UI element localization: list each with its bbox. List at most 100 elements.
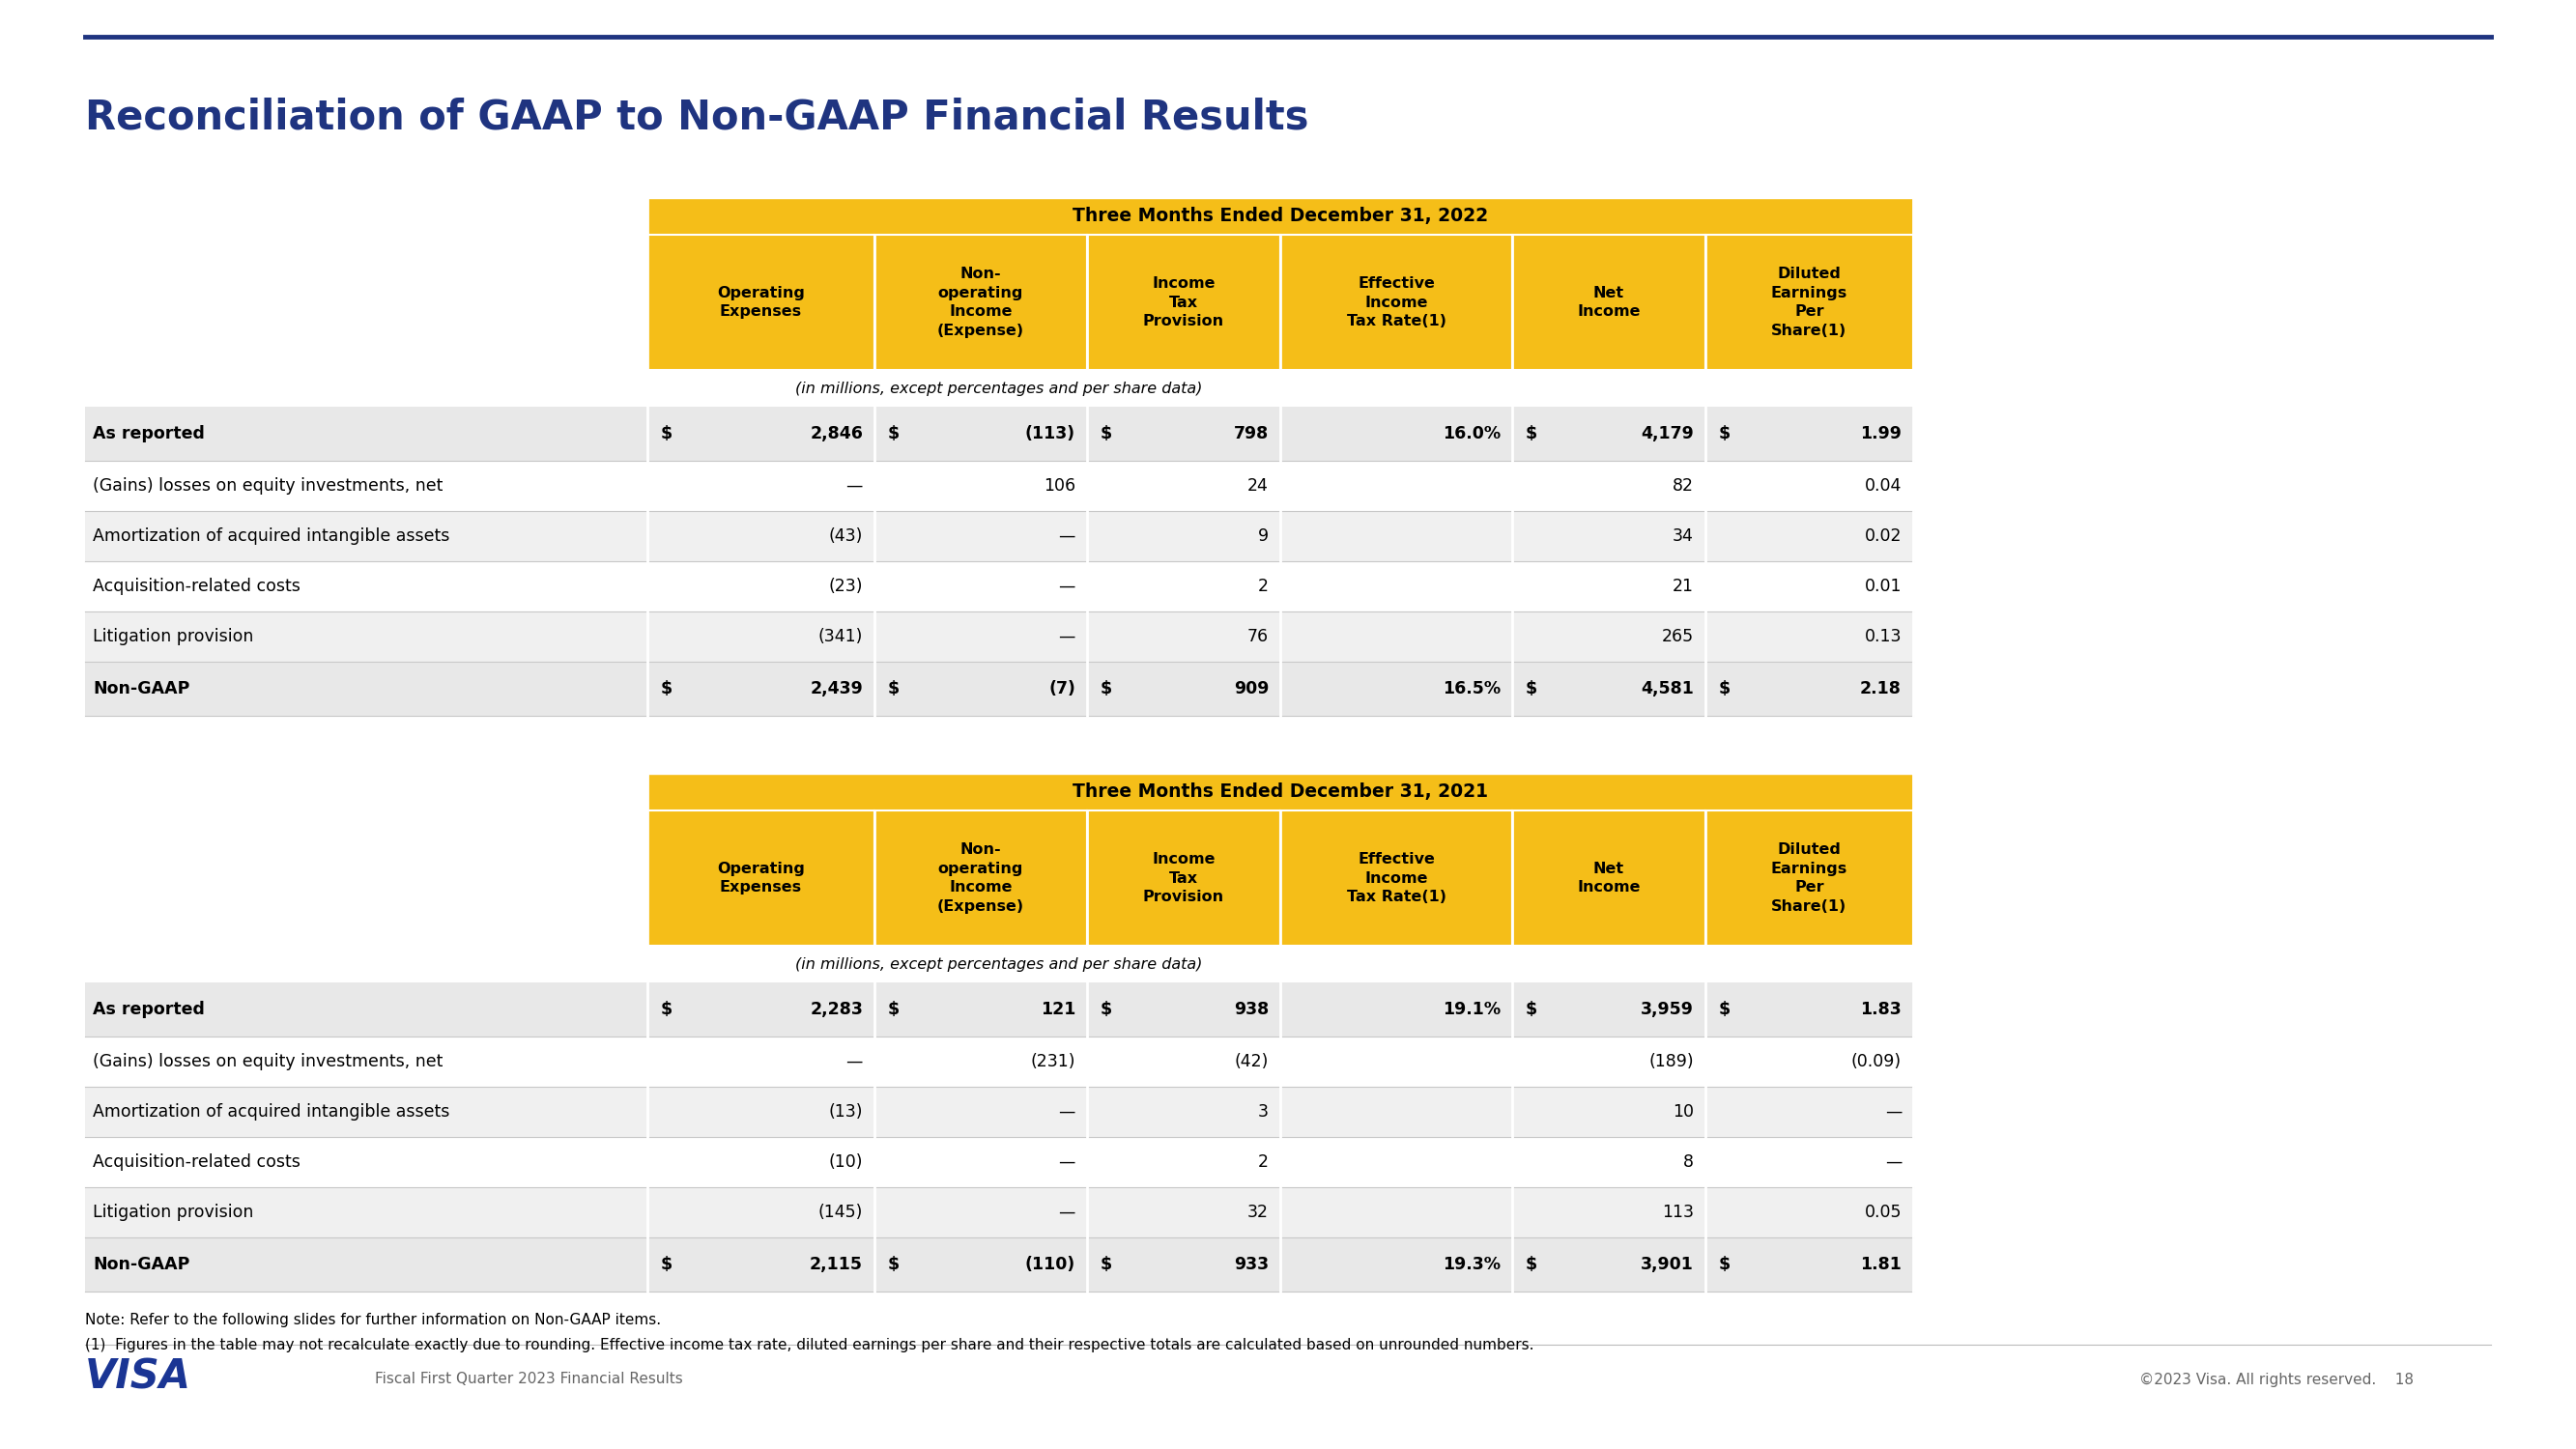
Text: Litigation provision: Litigation provision [93,1204,252,1222]
Text: (13): (13) [829,1103,863,1120]
Text: $: $ [1718,680,1731,697]
Text: 798: 798 [1234,425,1267,442]
Text: —: — [1059,1204,1074,1222]
Text: 10: 10 [1672,1103,1695,1120]
Text: Fiscal First Quarter 2023 Financial Results: Fiscal First Quarter 2023 Financial Resu… [376,1372,683,1387]
Text: 19.1%: 19.1% [1443,1001,1502,1019]
Text: $: $ [1100,425,1113,442]
Text: 106: 106 [1043,477,1074,494]
Text: ©2023 Visa. All rights reserved.    18: ©2023 Visa. All rights reserved. 18 [2138,1372,2414,1387]
Text: 32: 32 [1247,1204,1267,1222]
Text: Non-
operating
Income
(Expense): Non- operating Income (Expense) [938,842,1025,914]
Text: 9: 9 [1257,527,1267,545]
Text: Non-GAAP: Non-GAAP [93,1256,191,1274]
Text: $: $ [662,425,672,442]
Text: Operating
Expenses: Operating Expenses [716,861,804,895]
Text: 34: 34 [1672,527,1695,545]
Text: 2: 2 [1257,578,1267,596]
Text: $: $ [662,680,672,697]
Text: $: $ [662,1001,672,1019]
Text: 2,283: 2,283 [809,1001,863,1019]
Text: $: $ [1100,1256,1113,1274]
Text: 82: 82 [1672,477,1695,494]
Text: (341): (341) [819,627,863,645]
Text: 938: 938 [1234,1001,1267,1019]
Text: 4,179: 4,179 [1641,425,1695,442]
Text: 8: 8 [1682,1153,1695,1171]
Bar [85,611,1914,662]
Text: —: — [1059,1103,1074,1120]
Text: $: $ [889,1256,899,1274]
Text: 16.5%: 16.5% [1443,680,1502,697]
Text: 2,846: 2,846 [809,425,863,442]
Text: $: $ [1525,680,1538,697]
Text: (189): (189) [1649,1053,1695,1071]
Text: —: — [1886,1153,1901,1171]
Text: —: — [1059,578,1074,596]
Text: —: — [1886,1103,1901,1120]
Text: $: $ [889,680,899,697]
Text: (0.09): (0.09) [1852,1053,1901,1071]
Bar [85,662,1914,716]
Text: (10): (10) [829,1153,863,1171]
Text: As reported: As reported [93,425,204,442]
Text: Diluted
Earnings
Per
Share(1): Diluted Earnings Per Share(1) [1772,267,1847,338]
Text: 0.04: 0.04 [1865,477,1901,494]
Bar [647,810,873,946]
Text: 2,439: 2,439 [809,680,863,697]
Bar [85,1237,1914,1291]
Text: Net
Income: Net Income [1577,861,1641,895]
Bar [1280,810,1512,946]
Bar [873,235,1087,369]
Text: 0.13: 0.13 [1865,627,1901,645]
Text: —: — [1059,527,1074,545]
Text: Income
Tax
Provision: Income Tax Provision [1144,275,1224,329]
Text: Amortization of acquired intangible assets: Amortization of acquired intangible asse… [93,1103,451,1120]
Text: 2.18: 2.18 [1860,680,1901,697]
Text: Litigation provision: Litigation provision [93,627,252,645]
Bar [873,810,1087,946]
Text: Non-
operating
Income
(Expense): Non- operating Income (Expense) [938,267,1025,338]
Text: (23): (23) [829,578,863,596]
Text: 0.05: 0.05 [1865,1204,1901,1222]
Text: 3,901: 3,901 [1641,1256,1695,1274]
Text: Effective
Income
Tax Rate(1): Effective Income Tax Rate(1) [1347,275,1445,329]
Text: 1.81: 1.81 [1860,1256,1901,1274]
Bar [1512,810,1705,946]
Bar [1705,810,1914,946]
Text: (231): (231) [1030,1053,1074,1071]
Text: $: $ [662,1256,672,1274]
Text: (42): (42) [1234,1053,1267,1071]
Bar [85,561,1914,611]
Text: 113: 113 [1662,1204,1695,1222]
Text: 21: 21 [1672,578,1695,596]
Text: 3: 3 [1257,1103,1267,1120]
Text: (7): (7) [1048,680,1074,697]
Bar [85,1087,1914,1137]
Bar [85,946,1914,982]
Text: As reported: As reported [93,1001,204,1019]
Text: 0.01: 0.01 [1865,578,1901,596]
Bar [85,369,1914,407]
Text: $: $ [889,1001,899,1019]
Text: 265: 265 [1662,627,1695,645]
Text: Income
Tax
Provision: Income Tax Provision [1144,852,1224,904]
Text: —: — [845,1053,863,1071]
Text: $: $ [1525,1001,1538,1019]
Text: Operating
Expenses: Operating Expenses [716,285,804,319]
Text: $: $ [1100,680,1113,697]
Bar [85,1137,1914,1187]
Text: (110): (110) [1025,1256,1074,1274]
Text: Diluted
Earnings
Per
Share(1): Diluted Earnings Per Share(1) [1772,842,1847,914]
Text: VISA: VISA [85,1356,191,1397]
Bar [1087,235,1280,369]
Bar [85,407,1914,461]
Bar [85,461,1914,511]
Text: 16.0%: 16.0% [1443,425,1502,442]
Bar [85,982,1914,1036]
Text: 933: 933 [1234,1256,1267,1274]
Text: (43): (43) [829,527,863,545]
Text: (1)  Figures in the table may not recalculate exactly due to rounding. Effective: (1) Figures in the table may not recalcu… [85,1337,1533,1352]
Bar [1280,235,1512,369]
Text: 24: 24 [1247,477,1267,494]
